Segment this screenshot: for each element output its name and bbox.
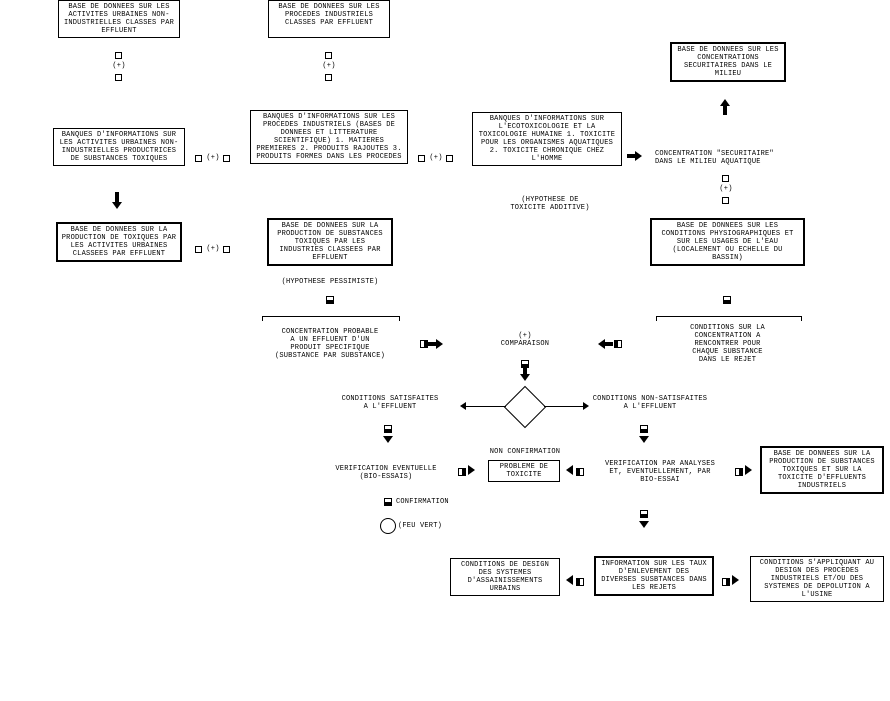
conn [723,296,731,304]
sq [223,155,230,162]
feu-label: (FEU VERT) [398,522,468,530]
decision-diamond [504,386,546,428]
arrow [460,402,466,410]
arrow [566,575,573,585]
arrow [583,402,589,410]
sq [325,74,332,81]
sq [195,246,202,253]
conn [326,296,334,304]
arrow [115,192,119,202]
arrow [723,105,727,115]
arrow [428,342,436,346]
sq [115,74,122,81]
line [544,406,584,407]
arrow [566,465,573,475]
box-b1: BANQUES D'INFORMATIONS SUR LES ACTIVITES… [53,128,185,166]
conn [640,510,648,518]
box-a1: BASE DE DONNEES SUR LES ACTIVITES URBAIN… [58,0,180,38]
arrow [383,436,393,443]
box-condind: CONDITIONS S'APPLIQUANT AU DESIGN DES PR… [750,556,884,602]
verif1-label: VERIFICATION EVENTUELLE (BIO-ESSAIS) [320,465,452,481]
sq [446,155,453,162]
nonconf-label: NON CONFIRMATION [480,448,570,456]
arrow [732,575,739,585]
conn [576,468,584,476]
comp-label: (+) COMPARAISON [485,332,565,348]
box-a2: BASE DE DONNEES SUR LES PROCEDES INDUSTR… [268,0,390,38]
arrow [639,436,649,443]
conn [384,498,392,506]
box-condurb: CONDITIONS DE DESIGN DES SYSTEMES D'ASSA… [450,558,560,596]
plus-label: (+) [322,62,336,70]
sq [325,52,332,59]
arrow [598,339,605,349]
arrow [745,465,752,475]
arrow [520,374,530,381]
hyppes-label: (HYPOTHESE PESSIMISTE) [272,278,388,286]
conn [640,425,648,433]
sq [195,155,202,162]
plus-label: (+) [206,154,220,162]
plus-label: (+) [206,245,220,253]
sq [418,155,425,162]
d2-label: CONDITIONS SUR LA CONCENTRATION A RENCON… [650,324,805,364]
conn [735,468,743,476]
arrow [635,151,642,161]
conn [420,340,428,348]
box-c1: BASE DE DONNEES SUR LA PRODUCTION DE TOX… [56,222,182,262]
brace [262,316,400,321]
sat-label: CONDITIONS SATISFAITES A L'EFFLUENT [320,395,460,411]
sq [722,197,729,204]
box-c2: BASE DE DONNEES SUR LA PRODUCTION DE SUB… [267,218,393,266]
arrow [436,339,443,349]
arrow [112,202,122,209]
brace [656,316,802,321]
conn [521,360,529,368]
conn [576,578,584,586]
circle-feuvert [380,518,396,534]
plus-label: (+) [719,185,733,193]
sec-label: CONCENTRATION "SECURITAIRE" DANS LE MILI… [655,150,825,166]
nsat-label: CONDITIONS NON-SATISFAITES A L'EFFLUENT [570,395,730,411]
conn [458,468,466,476]
sq [115,52,122,59]
conn [722,578,730,586]
box-info: INFORMATION SUR LES TAUX D'ENLEVEMENT DE… [594,556,714,596]
sq [223,246,230,253]
diagram-stage: BASE DE DONNEES SUR LES ACTIVITES URBAIN… [0,0,890,701]
d1-label: CONCENTRATION PROBABLE A UN EFFLUENT D'U… [248,328,412,360]
conn [384,425,392,433]
sq [722,175,729,182]
box-c3: BASE DE DONNEES SUR LES CONDITIONS PHYSI… [650,218,805,266]
arrow [468,465,475,475]
verif2-label: VERIFICATION PAR ANALYSES ET, EVENTUELLE… [590,460,730,484]
arrow [627,154,635,158]
arrow [720,99,730,106]
box-b3: BANQUES D'INFORMATIONS SUR L'ECOTOXICOLO… [472,112,622,166]
plus-label: (+) [112,62,126,70]
box-prob: PROBLEME DE TOXICITE [488,460,560,482]
conf-label: CONFIRMATION [396,498,476,506]
arrow [639,521,649,528]
hypadd-label: (HYPOTHESE DE TOXICITE ADDITIVE) [500,196,600,212]
arrow [605,342,613,346]
box-b2: BANQUES D'INFORMATIONS SUR LES PROCEDES … [250,110,408,164]
conn [614,340,622,348]
line [466,406,506,407]
box-db1: BASE DE DONNEES SUR LES CONCENTRATIONS S… [670,42,786,82]
plus-label: (+) [429,154,443,162]
box-dbprod: BASE DE DONNEES SUR LA PRODUCTION DE SUB… [760,446,884,494]
